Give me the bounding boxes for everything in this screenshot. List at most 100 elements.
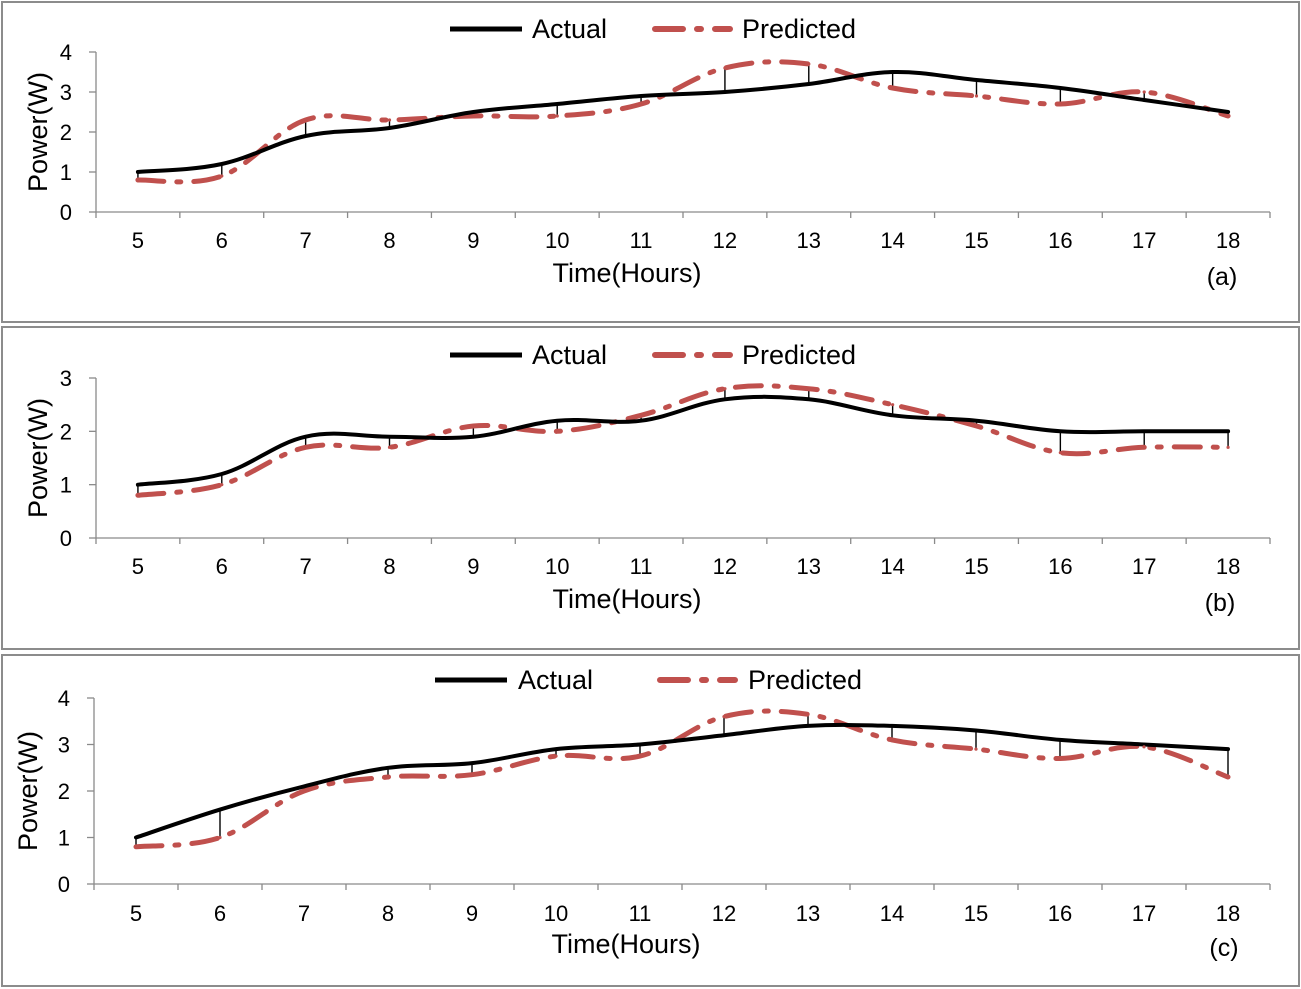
- point-predicted: [807, 387, 811, 391]
- y-tick-label: 0: [60, 200, 72, 225]
- point-predicted: [806, 712, 810, 716]
- legend-label-actual: Actual: [518, 665, 593, 695]
- point-predicted: [136, 178, 140, 182]
- x-tick-label: 14: [880, 901, 904, 926]
- point-actual: [806, 724, 810, 728]
- y-tick-label: 1: [60, 160, 72, 185]
- y-tick-label: 2: [60, 419, 72, 444]
- y-tick-label: 0: [60, 526, 72, 551]
- point-actual: [890, 724, 894, 728]
- x-tick-label: 12: [713, 228, 737, 253]
- point-predicted: [1142, 445, 1146, 449]
- x-tick-label: 18: [1216, 554, 1240, 579]
- x-axis-title: Time(Hours): [552, 584, 701, 614]
- x-tick-label: 15: [964, 901, 988, 926]
- point-actual: [218, 808, 222, 812]
- point-predicted: [639, 102, 643, 106]
- x-tick-label: 7: [300, 554, 312, 579]
- x-tick-label: 17: [1132, 228, 1156, 253]
- x-tick-label: 9: [466, 901, 478, 926]
- x-tick-label: 6: [216, 554, 228, 579]
- y-tick-label: 1: [60, 473, 72, 498]
- point-actual: [1058, 429, 1062, 433]
- point-actual: [134, 835, 138, 840]
- x-tick-label: 9: [467, 228, 479, 253]
- point-predicted: [1226, 445, 1230, 449]
- x-tick-label: 17: [1132, 554, 1156, 579]
- point-predicted: [1058, 451, 1062, 455]
- x-tick-label: 11: [629, 901, 652, 926]
- point-actual: [554, 747, 558, 751]
- point-predicted: [387, 445, 392, 449]
- x-tick-label: 5: [132, 554, 144, 579]
- point-actual: [1142, 98, 1146, 102]
- point-actual: [807, 397, 811, 401]
- x-tick-label: 17: [1132, 901, 1156, 926]
- point-actual: [1226, 110, 1230, 114]
- legend-label-actual: Actual: [532, 14, 607, 44]
- x-tick-label: 7: [298, 901, 310, 926]
- point-actual: [555, 419, 559, 423]
- point-actual: [1058, 738, 1062, 742]
- legend: Actual Predicted: [435, 665, 862, 695]
- y-axis-title: Power(W): [23, 72, 53, 192]
- point-actual: [1226, 747, 1230, 751]
- x-tick-label: 13: [797, 228, 821, 253]
- series-line-actual: [134, 722, 1230, 840]
- y-axis-title: Power(W): [23, 398, 53, 518]
- point-actual: [220, 162, 224, 166]
- x-tick-label: 14: [880, 554, 904, 579]
- point-predicted: [1142, 745, 1146, 749]
- legend-label-actual: Actual: [532, 340, 607, 370]
- point-actual: [471, 110, 475, 114]
- y-tick-label: 4: [58, 686, 70, 711]
- point-actual: [974, 728, 978, 733]
- point-actual: [302, 784, 306, 788]
- x-tick-label: 16: [1048, 554, 1072, 579]
- y-tick-label: 4: [60, 40, 72, 65]
- point-predicted: [218, 835, 222, 840]
- series-line-actual: [135, 69, 1231, 174]
- y-tick-label: 2: [60, 120, 72, 145]
- x-tick-label: 16: [1048, 228, 1072, 253]
- x-axis-title: Time(Hours): [551, 929, 700, 959]
- point-predicted: [974, 94, 979, 98]
- x-tick-label: 12: [712, 901, 736, 926]
- point-predicted: [807, 62, 811, 66]
- x-tick-label: 10: [545, 228, 569, 253]
- x-tick-label: 10: [544, 901, 568, 926]
- point-predicted: [723, 387, 727, 391]
- y-tick-label: 3: [60, 366, 72, 391]
- x-tick-label: 10: [545, 554, 569, 579]
- series-line-actual: [135, 394, 1231, 487]
- point-actual: [304, 134, 308, 138]
- point-predicted: [974, 424, 979, 428]
- point-actual: [639, 94, 643, 98]
- point-actual: [136, 483, 140, 487]
- legend: Actual Predicted: [450, 340, 856, 370]
- x-tick-label: 8: [383, 554, 395, 579]
- x-tick-label: 11: [630, 228, 653, 253]
- point-actual: [722, 733, 726, 737]
- point-predicted: [722, 715, 726, 719]
- series-line-predicted: [135, 383, 1231, 498]
- x-tick-label: 18: [1216, 228, 1240, 253]
- point-predicted: [974, 747, 978, 751]
- point-predicted: [1058, 756, 1062, 761]
- point-actual: [387, 435, 392, 439]
- x-tick-label: 15: [964, 228, 988, 253]
- x-tick-label: 7: [300, 228, 312, 253]
- point-actual: [304, 435, 308, 439]
- x-tick-label: 16: [1048, 901, 1072, 926]
- point-actual: [891, 70, 895, 74]
- point-predicted: [891, 403, 895, 407]
- x-tick-label: 14: [880, 228, 904, 253]
- point-predicted: [639, 413, 643, 417]
- point-predicted: [136, 493, 140, 497]
- x-tick-label: 11: [630, 554, 653, 579]
- point-actual: [1142, 742, 1146, 747]
- legend: Actual Predicted: [450, 14, 856, 44]
